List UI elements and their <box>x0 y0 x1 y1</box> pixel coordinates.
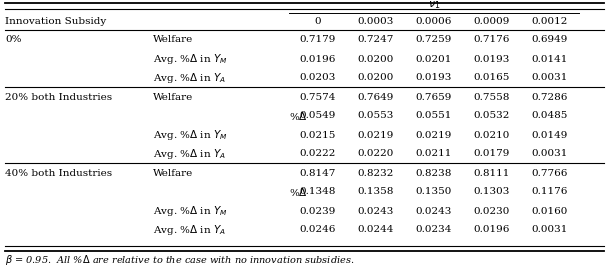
Text: 0.0485: 0.0485 <box>532 112 568 121</box>
Text: 0.0009: 0.0009 <box>474 18 510 27</box>
Text: Avg. %$\Delta$ in $Y_A$: Avg. %$\Delta$ in $Y_A$ <box>153 71 226 85</box>
Text: 0.0203: 0.0203 <box>300 73 336 82</box>
Text: 0.0179: 0.0179 <box>474 150 510 158</box>
Text: 0.0239: 0.0239 <box>300 207 336 215</box>
Text: 0.0211: 0.0211 <box>416 150 452 158</box>
Text: 0.8232: 0.8232 <box>358 169 394 178</box>
Text: $\nu_1$: $\nu_1$ <box>428 0 440 11</box>
Text: 0.7649: 0.7649 <box>358 93 394 101</box>
Text: 0.0006: 0.0006 <box>416 18 452 27</box>
Text: Avg. %$\Delta$ in $Y_A$: Avg. %$\Delta$ in $Y_A$ <box>153 147 226 161</box>
Text: 0.0196: 0.0196 <box>300 55 336 64</box>
Text: 0.0160: 0.0160 <box>532 207 568 215</box>
Text: 0.0012: 0.0012 <box>532 18 568 27</box>
Text: 0.0553: 0.0553 <box>358 112 394 121</box>
Text: 0.0234: 0.0234 <box>416 226 452 235</box>
Text: 0.0031: 0.0031 <box>532 73 568 82</box>
Text: Welfare: Welfare <box>153 169 193 178</box>
Text: 0.7286: 0.7286 <box>532 93 568 101</box>
Text: Avg. %$\Delta$ in $Y_A$: Avg. %$\Delta$ in $Y_A$ <box>153 223 226 237</box>
Text: 0.7574: 0.7574 <box>300 93 336 101</box>
Text: 0.0200: 0.0200 <box>358 73 394 82</box>
Text: 0.8147: 0.8147 <box>300 169 336 178</box>
Text: 0.0201: 0.0201 <box>416 55 452 64</box>
Text: 0.0149: 0.0149 <box>532 130 568 139</box>
Text: 0.0219: 0.0219 <box>416 130 452 139</box>
Text: Avg. %$\Delta$ in $Y_M$: Avg. %$\Delta$ in $Y_M$ <box>153 204 228 218</box>
Text: 0%: 0% <box>5 36 21 44</box>
Text: Welfare: Welfare <box>153 93 193 101</box>
Text: %$\Delta$: %$\Delta$ <box>289 110 308 122</box>
Text: 0.8238: 0.8238 <box>416 169 452 178</box>
Text: 0.1303: 0.1303 <box>474 187 510 196</box>
Text: 0.7259: 0.7259 <box>416 36 452 44</box>
Text: 0.0210: 0.0210 <box>474 130 510 139</box>
Text: 0.0244: 0.0244 <box>358 226 394 235</box>
Text: 0.7659: 0.7659 <box>416 93 452 101</box>
Text: 0.7558: 0.7558 <box>474 93 510 101</box>
Text: Avg. %$\Delta$ in $Y_M$: Avg. %$\Delta$ in $Y_M$ <box>153 128 228 142</box>
Text: 0.0230: 0.0230 <box>474 207 510 215</box>
Text: Avg. %$\Delta$ in $Y_M$: Avg. %$\Delta$ in $Y_M$ <box>153 52 228 66</box>
Text: 0.0551: 0.0551 <box>416 112 452 121</box>
Text: 0.0243: 0.0243 <box>416 207 452 215</box>
Text: 20% both Industries: 20% both Industries <box>5 93 112 101</box>
Text: 0.7179: 0.7179 <box>300 36 336 44</box>
Text: 0.7176: 0.7176 <box>474 36 510 44</box>
Text: 0.1348: 0.1348 <box>300 187 336 196</box>
Text: 0.1358: 0.1358 <box>358 187 394 196</box>
Text: 0.7247: 0.7247 <box>358 36 394 44</box>
Text: Welfare: Welfare <box>153 36 193 44</box>
Text: 0.0193: 0.0193 <box>474 55 510 64</box>
Text: 0.0031: 0.0031 <box>532 150 568 158</box>
Text: 0.0165: 0.0165 <box>474 73 510 82</box>
Text: 0.0243: 0.0243 <box>358 207 394 215</box>
Text: 0.0031: 0.0031 <box>532 226 568 235</box>
Text: 0: 0 <box>315 18 322 27</box>
Text: 0.6949: 0.6949 <box>532 36 568 44</box>
Text: 0.0193: 0.0193 <box>416 73 452 82</box>
Text: 0.0196: 0.0196 <box>474 226 510 235</box>
Text: %$\Delta$: %$\Delta$ <box>289 186 308 198</box>
Text: $\beta$ = 0.95.  All %$\Delta$ are relative to the case with no innovation subsi: $\beta$ = 0.95. All %$\Delta$ are relati… <box>5 253 354 267</box>
Text: 0.0220: 0.0220 <box>358 150 394 158</box>
Text: 0.0222: 0.0222 <box>300 150 336 158</box>
Text: 0.0215: 0.0215 <box>300 130 336 139</box>
Text: 0.0200: 0.0200 <box>358 55 394 64</box>
Text: 0.0219: 0.0219 <box>358 130 394 139</box>
Text: 0.0549: 0.0549 <box>300 112 336 121</box>
Text: 0.1350: 0.1350 <box>416 187 452 196</box>
Text: 0.0532: 0.0532 <box>474 112 510 121</box>
Text: 0.8111: 0.8111 <box>474 169 510 178</box>
Text: Innovation Subsidy: Innovation Subsidy <box>5 18 106 27</box>
Text: 40% both Industries: 40% both Industries <box>5 169 112 178</box>
Text: 0.7766: 0.7766 <box>532 169 568 178</box>
Text: 0.0141: 0.0141 <box>532 55 568 64</box>
Text: 0.0003: 0.0003 <box>358 18 394 27</box>
Text: 0.1176: 0.1176 <box>532 187 568 196</box>
Text: 0.0246: 0.0246 <box>300 226 336 235</box>
